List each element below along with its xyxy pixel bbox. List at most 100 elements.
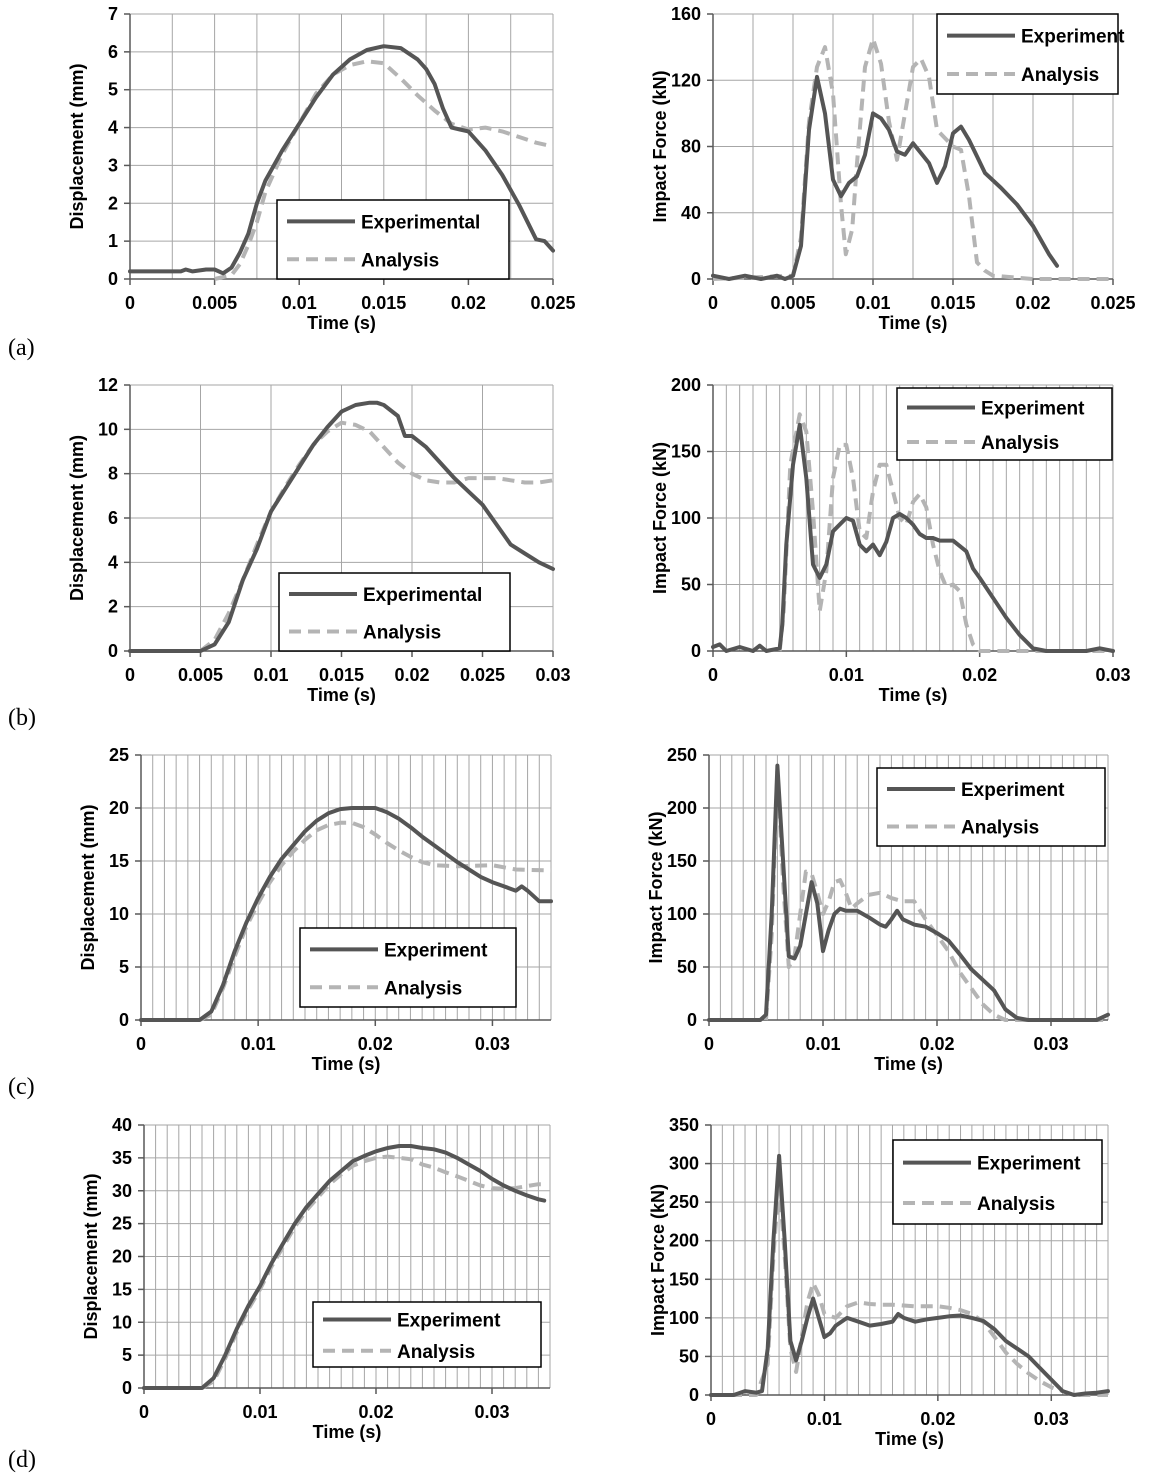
panel-label: (b) <box>8 705 36 731</box>
chart-d-force: 0 50 100 150 200 250 300 350 0 0.01 0.02 0.03 Time (… <box>648 1115 1110 1449</box>
x-tick-label: 0.02 <box>962 665 997 685</box>
y-axis-label: Displacement (mm) <box>67 435 87 601</box>
x-tick-label: 0.015 <box>930 293 975 313</box>
x-tick-label: 0 <box>704 1034 714 1054</box>
x-tick-label: 0.01 <box>805 1034 840 1054</box>
y-tick-label: 0 <box>687 1010 697 1030</box>
chart-b-disp: 0 2 4 6 8 10 12 0 0.005 0.01 0.015 0.02 0.025 0.03 Tim… <box>67 375 571 705</box>
y-tick-label: 10 <box>98 419 118 439</box>
legend: Experimental Analysis <box>276 199 510 280</box>
y-axis-label: Impact Force (kN) <box>646 811 666 963</box>
x-tick-label: 0.02 <box>394 665 429 685</box>
y-tick-label: 5 <box>119 957 129 977</box>
y-tick-label: 2 <box>108 597 118 617</box>
x-tick-label: 0.01 <box>253 665 288 685</box>
panel-label: (d) <box>8 1447 36 1473</box>
y-axis-label: Displacement (mm) <box>81 1173 101 1339</box>
y-tick-label: 50 <box>681 575 701 595</box>
y-axis-label: Displacement (mm) <box>78 804 98 970</box>
y-tick-label: 0 <box>691 269 701 289</box>
x-tick-label: 0 <box>706 1409 716 1429</box>
y-tick-label: 250 <box>667 745 697 765</box>
legend-label: Experiment <box>977 1154 1081 1175</box>
legend-box <box>896 387 1113 461</box>
legend-label: Experiment <box>397 1311 501 1332</box>
y-tick-label: 0 <box>122 1378 132 1398</box>
x-tick-label: 0.005 <box>770 293 815 313</box>
y-tick-label: 25 <box>112 1214 132 1234</box>
experiment-series-line <box>128 400 555 653</box>
legend-label: Analysis <box>363 623 441 644</box>
x-tick-label: 0 <box>136 1034 146 1054</box>
y-tick-label: 50 <box>679 1346 699 1366</box>
legend-label: Analysis <box>384 978 462 999</box>
x-tick-label: 0.03 <box>535 665 570 685</box>
y-tick-label: 35 <box>112 1148 132 1168</box>
y-tick-label: 5 <box>108 80 118 100</box>
x-tick-label: 0.01 <box>855 293 890 313</box>
x-tick-label: 0 <box>139 1402 149 1422</box>
y-tick-label: 100 <box>667 904 697 924</box>
x-tick-label: 0.02 <box>358 1402 393 1422</box>
y-tick-label: 1 <box>108 231 118 251</box>
x-tick-label: 0.01 <box>829 665 864 685</box>
x-tick-label: 0.03 <box>1095 665 1130 685</box>
x-tick-label: 0.01 <box>282 293 317 313</box>
x-axis-label: Time (s) <box>313 1422 382 1442</box>
y-axis-label: Displacement (mm) <box>67 63 87 229</box>
y-tick-label: 150 <box>671 442 701 462</box>
y-tick-label: 15 <box>109 851 129 871</box>
experiment-series-line <box>711 422 1115 653</box>
y-tick-label: 15 <box>112 1279 132 1299</box>
legend-label: Experiment <box>1021 27 1125 48</box>
x-tick-label: 0 <box>708 665 718 685</box>
y-tick-label: 100 <box>671 508 701 528</box>
experiment-series-line <box>139 806 553 1022</box>
chart-d-disp: 0 5 10 15 20 25 30 35 40 0 0.01 0.02 0.03 Time (s) Dis… <box>81 1115 551 1442</box>
y-tick-label: 6 <box>108 508 118 528</box>
chart-c-disp: 0 5 10 15 20 25 0 0.01 0.02 0.03 Time (s) Displacem… <box>78 745 553 1074</box>
y-tick-label: 350 <box>669 1115 699 1135</box>
x-axis-label: Time (s) <box>879 313 948 333</box>
y-tick-label: 10 <box>109 904 129 924</box>
legend-label: Analysis <box>977 1194 1055 1215</box>
legend-box <box>312 1301 542 1368</box>
chart-a-disp: 0 1 2 3 4 5 6 7 0 0.005 0.01 0.015 0.02 0.025 Time (s)… <box>67 4 576 333</box>
legend: Experiment Analysis <box>876 767 1106 847</box>
x-axis-label: Time (s) <box>312 1054 381 1074</box>
legend: Experiment Analysis <box>892 1139 1103 1225</box>
legend-label: Experiment <box>981 398 1085 419</box>
y-tick-label: 3 <box>108 155 118 175</box>
analysis-series-line <box>777 412 1113 653</box>
y-axis-label: Impact Force (kN) <box>648 1184 668 1336</box>
x-tick-label: 0.03 <box>474 1402 509 1422</box>
y-tick-label: 2 <box>108 193 118 213</box>
x-axis-label: Time (s) <box>307 685 376 705</box>
y-tick-label: 8 <box>108 464 118 484</box>
y-tick-label: 200 <box>667 798 697 818</box>
legend: Experiment Analysis <box>312 1301 542 1368</box>
y-tick-label: 160 <box>671 4 701 24</box>
x-tick-label: 0 <box>125 665 135 685</box>
legend-label: Experiment <box>384 940 488 961</box>
legend: Experimental Analysis <box>278 572 511 652</box>
legend-box <box>892 1139 1103 1225</box>
analysis-series-line <box>199 420 554 653</box>
chart-a-force: 0 40 80 120 160 0 0.005 0.01 0.015 0.02 0.025 Time … <box>650 4 1136 333</box>
x-tick-label: 0.01 <box>241 1034 276 1054</box>
analysis-series-line <box>198 820 552 1022</box>
y-tick-label: 7 <box>108 4 118 24</box>
legend: Experiment Analysis <box>896 387 1113 461</box>
x-tick-label: 0.025 <box>460 665 505 685</box>
panel-label: (a) <box>8 335 35 361</box>
y-tick-label: 20 <box>109 798 129 818</box>
legend-label: Analysis <box>1021 65 1099 86</box>
legend-label: Experimental <box>363 585 482 606</box>
y-axis-label: Impact Force (kN) <box>650 442 670 594</box>
x-tick-label: 0 <box>708 293 718 313</box>
y-tick-label: 80 <box>681 137 701 157</box>
y-tick-label: 40 <box>112 1115 132 1135</box>
y-tick-label: 5 <box>122 1345 132 1365</box>
x-tick-label: 0.01 <box>807 1409 842 1429</box>
